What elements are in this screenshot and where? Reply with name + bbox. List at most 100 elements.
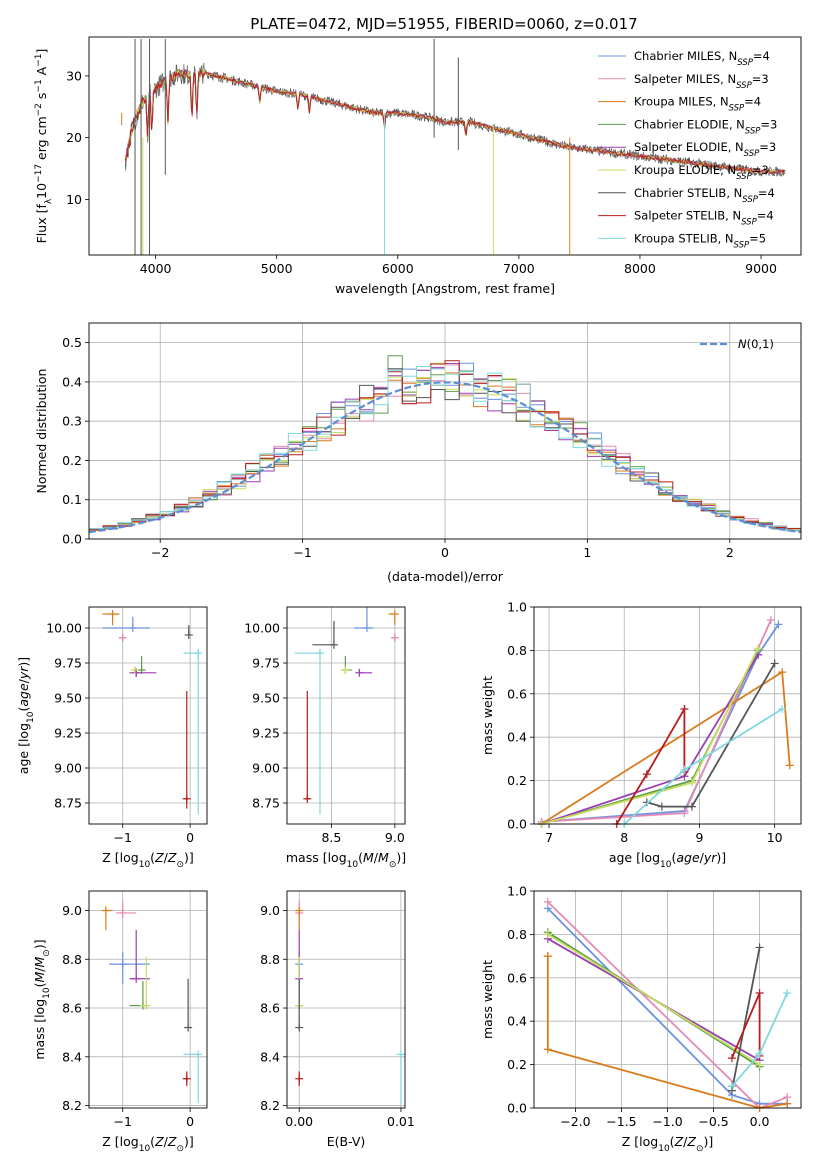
x-tick-label: 0 bbox=[186, 830, 194, 845]
y-tick-label: 8.6 bbox=[260, 1001, 280, 1016]
legend-entry-1: Salpeter MILES, NSSP=3 bbox=[634, 72, 769, 91]
label-part: / bbox=[683, 1134, 688, 1149]
legend-label: Kroupa MILES, N bbox=[634, 95, 729, 109]
legend-sub: SSP bbox=[729, 104, 745, 114]
label-part: −1 bbox=[34, 54, 44, 67]
histogram-8 bbox=[89, 366, 801, 534]
weight-line-1 bbox=[547, 901, 788, 1108]
x-tick-label: 2 bbox=[726, 545, 734, 560]
legend-tail: =3 bbox=[760, 117, 777, 131]
mass-vs-Z-ylabel: mass [log10(M/M⊙)] bbox=[32, 939, 52, 1059]
normal-legend-label: N(0,1) bbox=[738, 337, 774, 351]
y-tick-label: 10.00 bbox=[244, 621, 280, 636]
errorbar-4 bbox=[355, 668, 373, 677]
label-part: Z bbox=[674, 1134, 684, 1149]
errorbar-8 bbox=[294, 649, 324, 815]
label-part: ( bbox=[150, 850, 155, 865]
errorbar-7 bbox=[182, 1071, 191, 1087]
legend-tail: =4 bbox=[758, 186, 775, 200]
y-tick-label: 0.4 bbox=[507, 730, 527, 745]
label-part: )] bbox=[16, 657, 31, 667]
y-tick-label: 8.4 bbox=[260, 1049, 280, 1064]
x-tick-label: 0.0 bbox=[750, 1114, 770, 1129]
x-tick-label: 9 bbox=[695, 830, 703, 845]
age-vs-mass-xlabel: mass [log10(M/M⊙)] bbox=[286, 850, 406, 870]
y-tick-label: 0.4 bbox=[62, 374, 82, 389]
frame-age-vs-mass bbox=[286, 606, 406, 825]
x-tick-label: 9000 bbox=[745, 261, 777, 276]
legend-entry-8: Kroupa STELIB, NSSP=5 bbox=[634, 231, 766, 250]
errorbar-5 bbox=[130, 666, 139, 674]
label-part: yr bbox=[16, 666, 31, 680]
errorbar-2 bbox=[102, 610, 120, 626]
errorbar-1 bbox=[118, 633, 127, 642]
weight-marker bbox=[680, 704, 689, 713]
label-part: −17 bbox=[34, 164, 44, 183]
legend-label: Salpeter STELIB, N bbox=[634, 209, 741, 223]
y-tick-label: 0.0 bbox=[507, 817, 527, 832]
weight-marker bbox=[766, 616, 775, 625]
weight-marker bbox=[543, 1045, 552, 1054]
label-part: / bbox=[164, 850, 169, 865]
frame-mass-vs-EBV bbox=[286, 890, 406, 1109]
y-tick-label: 8.4 bbox=[62, 1049, 82, 1064]
label-part: ( bbox=[150, 1134, 155, 1149]
label-part: )] bbox=[716, 850, 726, 865]
label-part: / bbox=[700, 850, 705, 865]
errorbar-5 bbox=[139, 956, 151, 1010]
legend-entry-2: Kroupa MILES, NSSP=4 bbox=[634, 95, 761, 114]
weight-marker bbox=[783, 988, 792, 997]
x-tick-label: 0.01 bbox=[387, 1114, 415, 1129]
label-part: ⊙ bbox=[696, 1144, 704, 1154]
legend-sub: SSP bbox=[741, 218, 757, 228]
errorbar-7 bbox=[182, 691, 191, 809]
x-tick-label: 9.0 bbox=[385, 830, 405, 845]
weight-marker bbox=[778, 704, 787, 713]
y-tick-label: 0.4 bbox=[507, 1014, 527, 1029]
label-part: −2 bbox=[34, 103, 44, 116]
figure-title: PLATE=0472, MJD=51955, FIBERID=0060, z=0… bbox=[250, 15, 637, 33]
x-tick-label: 7000 bbox=[503, 261, 535, 276]
legend-tail: =4 bbox=[757, 209, 774, 223]
plot-area-age-vs-Z bbox=[89, 607, 207, 824]
legend-entry-5: Kroupa ELODIE, NSSP=3 bbox=[634, 163, 769, 182]
errorbar-1 bbox=[115, 900, 137, 918]
legend-tail: =4 bbox=[744, 95, 761, 109]
legend-sub: SSP bbox=[745, 126, 761, 136]
y-tick-label: 9.0 bbox=[260, 903, 280, 918]
weight-marker bbox=[687, 778, 696, 787]
errorbar-1 bbox=[390, 633, 399, 642]
weight-marker bbox=[687, 802, 696, 811]
y-tick-label: 9.75 bbox=[54, 656, 82, 671]
legend-entry-0: Chabrier MILES, NSSP=4 bbox=[634, 49, 770, 68]
x-tick-label: 0.00 bbox=[285, 1114, 313, 1129]
frame-weight-vs-Z bbox=[533, 890, 802, 1109]
x-tick-label: −2.0 bbox=[560, 1114, 590, 1129]
label-part: age bbox=[16, 683, 31, 707]
x-tick-label: 1 bbox=[583, 545, 591, 560]
errorbar-8 bbox=[396, 1050, 405, 1104]
legend-tail: =3 bbox=[752, 72, 769, 86]
label-part: mass [log bbox=[32, 999, 47, 1060]
y-tick-label: 9.0 bbox=[62, 903, 82, 918]
frame-weight-vs-age bbox=[533, 606, 802, 825]
frame-age-vs-Z bbox=[88, 606, 208, 825]
label-part: ⊙ bbox=[176, 1144, 184, 1154]
legend-sub: SSP bbox=[737, 58, 753, 68]
label-part: −1 bbox=[34, 79, 44, 92]
x-tick-label: 7 bbox=[545, 830, 553, 845]
y-tick-label: 8.2 bbox=[260, 1098, 280, 1113]
mass-vs-EBV-xlabel: E(B-V) bbox=[327, 1134, 366, 1149]
y-tick-label: 9.00 bbox=[252, 761, 280, 776]
label-part: Z bbox=[167, 1134, 177, 1149]
weight-vs-age-xlabel: age [log10(age/yr)] bbox=[609, 850, 726, 870]
label-part: s bbox=[34, 93, 49, 104]
weight-line-7 bbox=[615, 705, 686, 824]
errorbar-8 bbox=[183, 1050, 203, 1104]
x-tick-label: 0 bbox=[186, 1114, 194, 1129]
y-tick-label: 8.75 bbox=[252, 796, 280, 811]
y-tick-label: 0.6 bbox=[507, 970, 527, 985]
weight-marker bbox=[680, 809, 689, 818]
label-part: age [log bbox=[16, 723, 31, 774]
